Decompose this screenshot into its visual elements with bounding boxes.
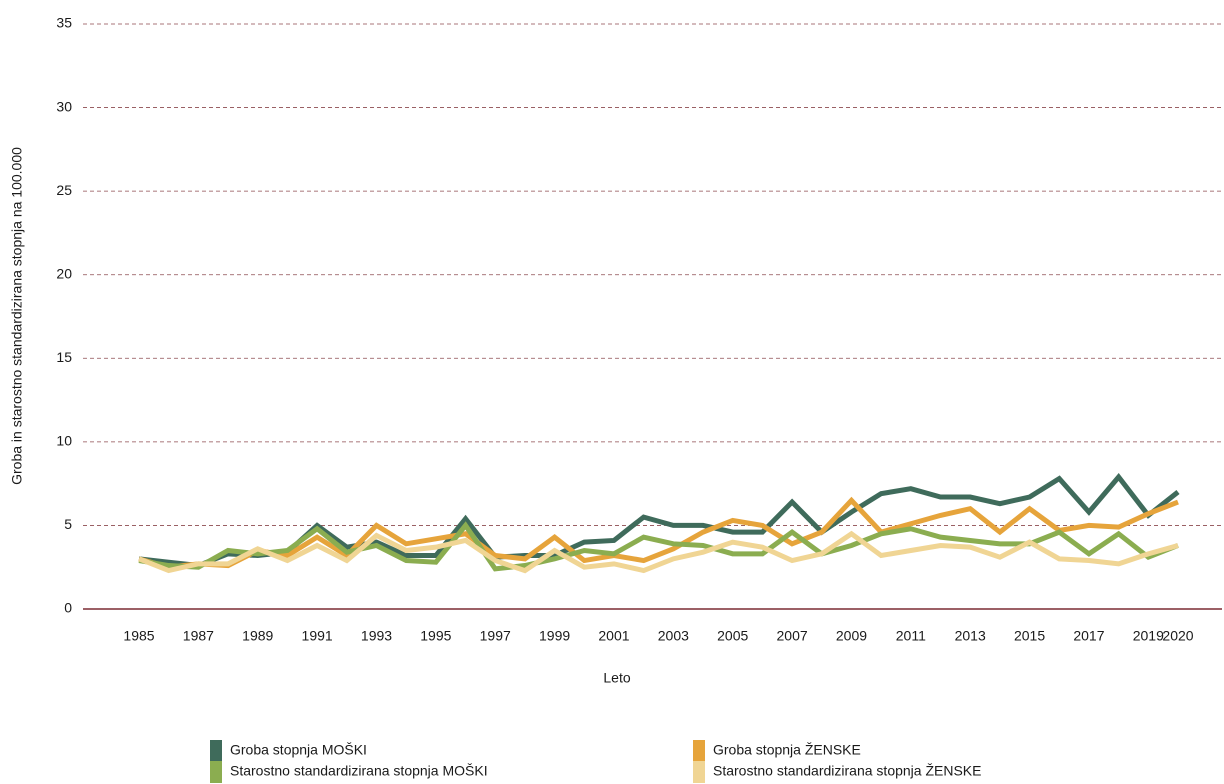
x-tick-label: 2009 xyxy=(836,628,867,644)
x-axis-label: Leto xyxy=(603,670,630,686)
x-tick-label: 2001 xyxy=(598,628,629,644)
series-line xyxy=(138,496,1179,570)
legend-label: Groba stopnja MOŠKI xyxy=(230,742,367,758)
x-tick-label: 1995 xyxy=(420,628,451,644)
y-tick-label: 5 xyxy=(64,516,72,532)
y-tick-label: 10 xyxy=(56,433,72,449)
x-tick-label: 1985 xyxy=(123,628,154,644)
x-tick-label: 2011 xyxy=(896,628,926,644)
legend-swatch xyxy=(693,740,705,762)
y-tick-label: 25 xyxy=(56,182,72,198)
x-tick-label: 2003 xyxy=(658,628,689,644)
x-tick-label: 2020 xyxy=(1162,628,1193,644)
legend-swatch xyxy=(210,761,222,783)
x-tick-label: 1997 xyxy=(480,628,511,644)
x-tick-label: 2007 xyxy=(777,628,808,644)
x-tick-label: 1989 xyxy=(242,628,273,644)
y-tick-label: 0 xyxy=(64,600,72,616)
legend-label: Starostno standardizirana stopnja ŽENSKE xyxy=(713,763,981,779)
legend-swatch xyxy=(693,761,705,783)
y-tick-label: 35 xyxy=(56,15,72,31)
x-tick-label: 1991 xyxy=(302,628,333,644)
legend-swatch xyxy=(210,740,222,762)
series-line xyxy=(138,521,1179,572)
y-tick-label: 30 xyxy=(56,98,72,114)
y-axis-label: Groba in starostno standardizirana stopn… xyxy=(9,147,25,485)
legend-label: Groba stopnja ŽENSKE xyxy=(713,742,861,758)
x-tick-label: 2005 xyxy=(717,628,748,644)
y-tick-label: 15 xyxy=(56,349,72,365)
x-tick-label: 2015 xyxy=(1014,628,1045,644)
x-tick-label: 1999 xyxy=(539,628,570,644)
y-tick-label: 20 xyxy=(56,265,72,281)
x-tick-label: 1993 xyxy=(361,628,392,644)
legend-label: Starostno standardizirana stopnja MOŠKI xyxy=(230,763,488,779)
x-tick-label: 2019 xyxy=(1133,628,1164,644)
series-line xyxy=(138,530,1179,574)
x-tick-label: 1987 xyxy=(183,628,214,644)
x-tick-label: 2013 xyxy=(955,628,986,644)
x-tick-label: 2017 xyxy=(1073,628,1104,644)
